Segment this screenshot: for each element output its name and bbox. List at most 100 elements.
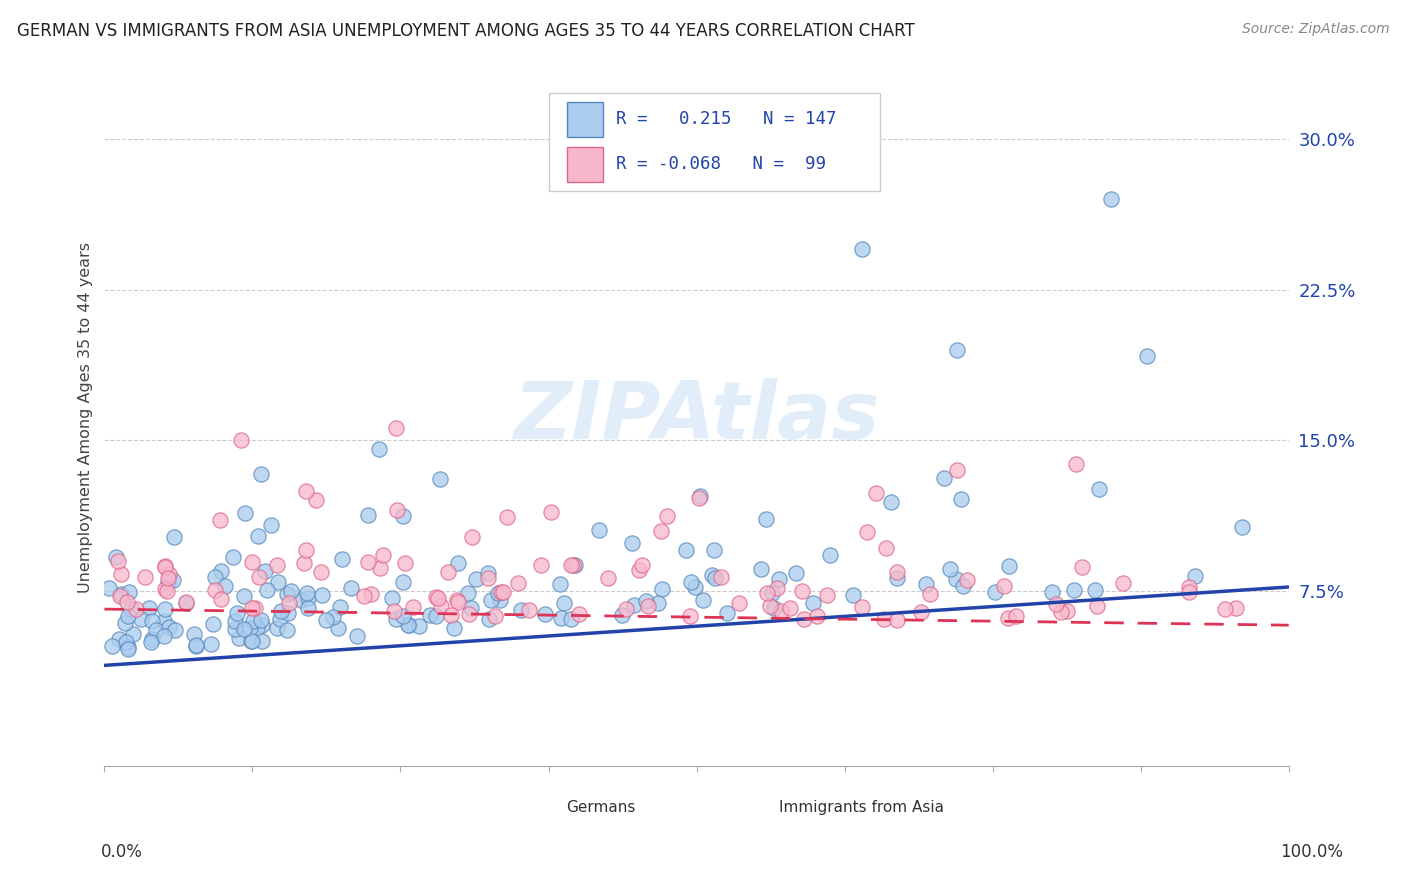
Point — [330, 552, 353, 566]
Point — [759, 599, 782, 614]
Point — [246, 621, 269, 635]
Point — [801, 597, 824, 611]
Point — [880, 495, 903, 509]
Point — [209, 513, 232, 527]
Point — [382, 604, 405, 618]
Point — [233, 622, 256, 636]
Point — [1213, 601, 1236, 615]
Point — [702, 567, 724, 582]
Point — [117, 609, 139, 624]
Point — [240, 634, 263, 648]
Point — [250, 618, 273, 632]
Point — [540, 505, 562, 519]
Point — [394, 556, 416, 570]
Point — [614, 601, 637, 615]
Point — [727, 596, 749, 610]
Point — [479, 593, 502, 607]
Point — [842, 588, 865, 602]
Point — [226, 606, 249, 620]
Point — [865, 485, 887, 500]
Point — [381, 591, 404, 606]
Point — [765, 582, 787, 596]
Point — [183, 627, 205, 641]
Point — [425, 591, 447, 605]
Point — [278, 596, 301, 610]
Point — [447, 595, 470, 609]
Point — [1005, 609, 1028, 624]
Point — [117, 642, 139, 657]
FancyBboxPatch shape — [548, 93, 880, 191]
Point — [266, 621, 288, 635]
Point — [623, 598, 645, 612]
Point — [461, 529, 484, 543]
Point — [357, 555, 380, 569]
Point — [1049, 605, 1071, 619]
Point — [174, 596, 197, 610]
Point — [174, 594, 197, 608]
Point — [429, 472, 451, 486]
Point — [242, 634, 264, 648]
Point — [129, 612, 152, 626]
Point — [250, 614, 273, 628]
Point — [548, 577, 571, 591]
Point — [851, 599, 873, 614]
Point — [993, 579, 1015, 593]
Point — [110, 589, 132, 603]
Point — [392, 509, 415, 524]
Point — [492, 584, 515, 599]
Point — [228, 631, 250, 645]
FancyBboxPatch shape — [530, 795, 555, 821]
Point — [385, 421, 408, 435]
Point — [120, 601, 142, 615]
Point — [315, 613, 337, 627]
Point — [946, 343, 969, 357]
Point — [550, 611, 572, 625]
Point — [266, 558, 288, 572]
Point — [385, 612, 408, 626]
Point — [153, 559, 176, 574]
Point — [486, 586, 509, 600]
Point — [477, 571, 499, 585]
Point — [751, 562, 773, 576]
Point — [270, 604, 292, 618]
Point — [562, 558, 585, 573]
Point — [396, 618, 419, 632]
Point — [703, 571, 725, 585]
FancyBboxPatch shape — [568, 147, 603, 182]
Point — [1042, 584, 1064, 599]
Point — [134, 570, 156, 584]
Point — [910, 605, 932, 619]
Point — [385, 503, 408, 517]
Point — [426, 591, 449, 605]
Point — [484, 609, 506, 624]
Point — [229, 433, 252, 447]
Point — [1177, 580, 1199, 594]
Point — [224, 622, 246, 636]
Point — [122, 627, 145, 641]
Point — [295, 543, 318, 558]
Point — [588, 523, 610, 537]
Point — [153, 559, 176, 574]
Point — [465, 572, 488, 586]
Point — [1064, 458, 1087, 472]
Text: Immigrants from Asia: Immigrants from Asia — [779, 800, 945, 815]
Point — [153, 602, 176, 616]
FancyBboxPatch shape — [742, 795, 769, 821]
Point — [914, 577, 936, 591]
Point — [793, 612, 815, 626]
Point — [371, 548, 394, 562]
Point — [322, 610, 344, 624]
Point — [946, 463, 969, 477]
Point — [204, 569, 226, 583]
Point — [297, 591, 319, 606]
Point — [250, 633, 273, 648]
Point — [650, 524, 672, 538]
Point — [360, 587, 382, 601]
Point — [247, 529, 270, 543]
Point — [875, 541, 897, 556]
Point — [391, 609, 413, 624]
Point — [157, 571, 180, 585]
Text: Source: ZipAtlas.com: Source: ZipAtlas.com — [1241, 22, 1389, 37]
Point — [1070, 560, 1092, 574]
Point — [233, 506, 256, 520]
